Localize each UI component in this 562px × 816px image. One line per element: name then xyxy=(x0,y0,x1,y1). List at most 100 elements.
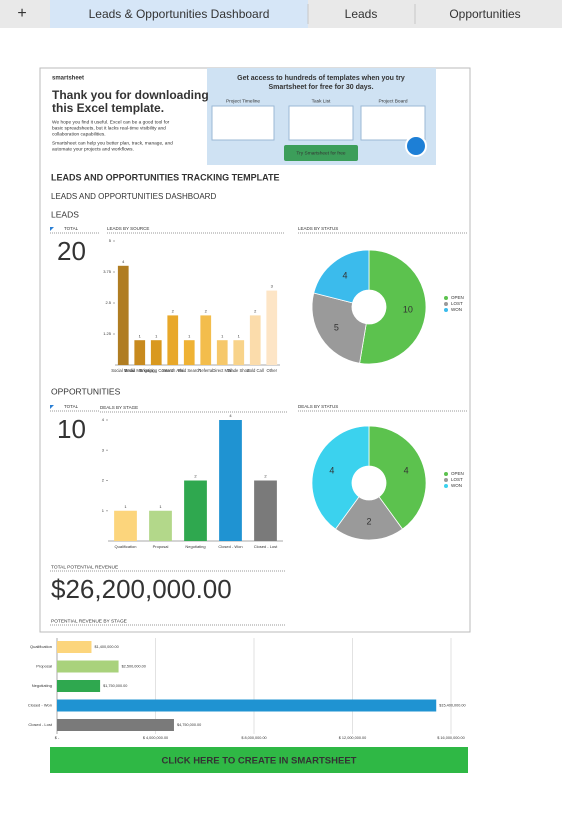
sheet-subtitle: LEADS AND OPPORTUNITIES DASHBOARD xyxy=(51,192,216,201)
chart-title: LEADS BY SOURCE xyxy=(107,226,149,231)
x-tick-label: Direct Mail xyxy=(212,368,232,373)
bar xyxy=(184,480,207,541)
slice-label: 4 xyxy=(343,271,348,281)
x-tick-label: Closed - Lost xyxy=(254,544,278,549)
data-label: 1 xyxy=(155,333,158,338)
cta-label[interactable]: CLICK HERE TO CREATE IN SMARTSHEET xyxy=(162,756,357,767)
x-tick-label: $ 4,000,000.00 xyxy=(143,736,168,740)
pie-slice xyxy=(313,249,370,304)
y-tick-label: 3.75 xyxy=(103,269,112,274)
y-tick-label: 2 xyxy=(102,478,105,483)
x-tick-label: Social Media xyxy=(111,368,136,373)
bar xyxy=(57,680,101,692)
data-label: 1 xyxy=(221,333,224,338)
legend-swatch xyxy=(444,472,448,476)
x-tick-label: Referral xyxy=(198,368,213,373)
data-label: 1 xyxy=(124,504,127,509)
x-tick-label: $ 12,000,000.00 xyxy=(339,736,366,740)
sheet-title: LEADS AND OPPORTUNITIES TRACKING TEMPLAT… xyxy=(51,172,280,182)
legend-swatch xyxy=(444,478,448,482)
bar xyxy=(167,315,179,365)
new-tab[interactable]: + xyxy=(17,5,26,22)
chart-title: POTENTIAL REVENUE BY STAGE xyxy=(51,618,127,624)
y-tick-label: 1 xyxy=(102,508,105,513)
legend-label: WON xyxy=(451,307,462,312)
data-label: 2 xyxy=(172,308,175,313)
corner-marker xyxy=(50,227,54,231)
slice-label: 2 xyxy=(366,516,371,526)
slice-label: 4 xyxy=(404,465,409,475)
thumbnail-label: Project Board xyxy=(378,98,407,104)
try-button-label[interactable]: Try Smartsheet for free xyxy=(296,150,345,156)
pie-slice xyxy=(334,496,404,541)
total-label: TOTAL POTENTIAL REVENUE xyxy=(51,564,118,570)
y-tick-label: 5 xyxy=(109,238,112,243)
y-tick-label: 2.5 xyxy=(105,300,111,305)
bar xyxy=(57,719,174,731)
pie-slice xyxy=(359,249,427,365)
chart-title: DEALS BY STAGE xyxy=(100,405,138,410)
promo-text: Smartsheet for free for 30 days. xyxy=(268,84,373,91)
x-tick-label: Email Marketing xyxy=(125,368,156,373)
section-heading: OPPORTUNITIES xyxy=(51,386,121,396)
category-label: Closed - Lost xyxy=(28,722,52,727)
x-tick-label: Trade Show xyxy=(228,368,251,373)
tab[interactable]: Opportunities xyxy=(449,7,520,21)
corner-marker xyxy=(50,405,54,409)
bar xyxy=(216,340,228,365)
banner-text: basic spreadsheets, but it lacks real-ti… xyxy=(52,125,166,131)
bar xyxy=(266,290,278,365)
bar xyxy=(200,315,212,365)
data-label: 2 xyxy=(264,474,267,479)
data-label: 4 xyxy=(229,413,232,418)
x-tick-label: Engaging Content xyxy=(139,368,173,373)
x-tick-label: $ 8,000,000.00 xyxy=(241,736,266,740)
x-tick-label: Search Ads xyxy=(162,368,183,373)
pie-slice xyxy=(311,292,367,364)
legend-label: LOST xyxy=(451,301,463,306)
chart-title: DEALS BY STATUS xyxy=(298,404,338,409)
cta-button[interactable] xyxy=(50,747,468,773)
tab[interactable]: Leads & Opportunities Dashboard xyxy=(89,7,270,21)
bar xyxy=(183,340,195,365)
slice-label: 4 xyxy=(329,465,334,475)
data-label: $1,750,000.00 xyxy=(103,684,127,688)
data-label: 4 xyxy=(122,259,125,264)
banner-text: We hope you find it useful. Excel can be… xyxy=(52,119,170,125)
data-label: $15,400,000.00 xyxy=(439,704,465,708)
category-label: Closed - Won xyxy=(28,703,52,708)
x-tick-label: Cold Call xyxy=(247,368,264,373)
total-value: 10 xyxy=(57,414,86,444)
data-label: 2 xyxy=(194,474,197,479)
section-heading: LEADS xyxy=(51,209,79,219)
tab[interactable]: Leads xyxy=(345,7,378,21)
logo: smartsheet xyxy=(52,76,84,82)
legend-label: OPEN xyxy=(451,295,464,300)
legend-label: WON xyxy=(451,483,462,488)
slice-label: 10 xyxy=(403,305,413,315)
bar xyxy=(57,699,437,712)
data-label: 2 xyxy=(254,308,257,313)
bar xyxy=(149,510,172,541)
active-tab[interactable] xyxy=(50,0,308,28)
banner-text: collaboration capabilities. xyxy=(52,131,106,137)
legend-label: OPEN xyxy=(451,471,464,476)
try-button[interactable] xyxy=(284,145,358,161)
share-icon[interactable] xyxy=(405,135,427,157)
x-tick-label: Paid Search xyxy=(178,368,201,373)
banner-heading: this Excel template. xyxy=(52,101,164,115)
slice-label: 5 xyxy=(334,323,339,333)
legend-swatch xyxy=(444,484,448,488)
x-tick-label: Closed - Won xyxy=(218,544,242,549)
bar xyxy=(134,340,146,365)
x-tick-label: Qualification xyxy=(114,544,136,549)
data-label: 1 xyxy=(159,504,162,509)
x-tick-label: Proposal xyxy=(153,544,169,549)
banner-heading: Thank you for downloading xyxy=(52,88,209,102)
x-tick-label: Negotiating xyxy=(185,544,205,549)
banner-text: Smartsheet can help you better plan, tra… xyxy=(52,140,173,146)
legend-swatch xyxy=(444,308,448,312)
chart-title: LEADS BY STATUS xyxy=(298,226,338,231)
total-label: TOTAL xyxy=(64,226,79,231)
